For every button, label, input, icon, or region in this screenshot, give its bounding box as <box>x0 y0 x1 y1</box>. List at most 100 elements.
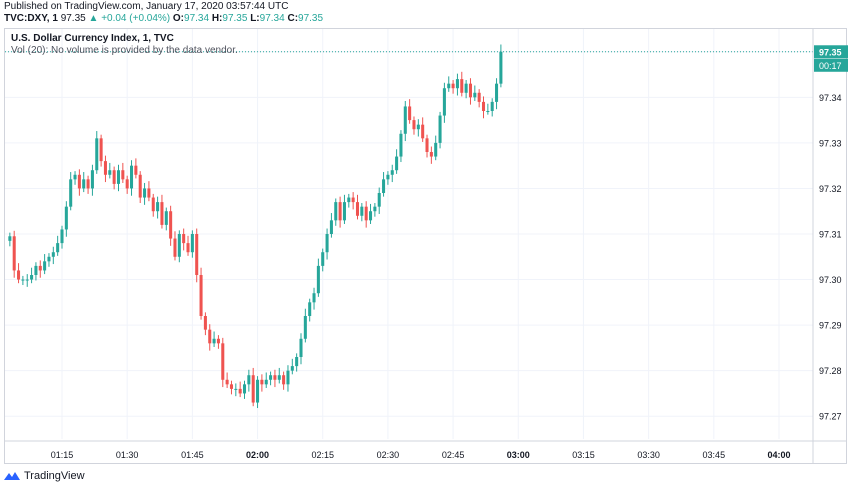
low-value: 97.34 <box>259 13 285 24</box>
candle-body <box>338 202 342 221</box>
candle-body <box>95 138 99 171</box>
candle-body <box>342 202 346 221</box>
candle-body <box>481 101 486 111</box>
candle-body <box>147 188 151 198</box>
candle-body <box>286 370 290 385</box>
candle-body <box>186 243 190 253</box>
candle-body <box>56 243 60 253</box>
x-tick-label: 01:30 <box>116 450 139 460</box>
candle-body <box>103 161 107 175</box>
price-label-box <box>814 45 848 59</box>
change-up-arrow-icon: ▲ <box>88 13 99 24</box>
candle-body <box>264 379 268 385</box>
candle-body <box>12 236 16 271</box>
x-tick-label: 03:45 <box>703 450 726 460</box>
candle-body <box>495 83 499 102</box>
candle-body <box>438 115 442 143</box>
symbol-label: TVC:DXY, 1 <box>4 13 58 24</box>
candle-body <box>303 316 307 339</box>
candle-body <box>429 152 433 157</box>
candle-body <box>82 179 86 189</box>
candle-body <box>108 170 112 175</box>
candle-body <box>321 252 325 266</box>
candle-body <box>247 375 251 385</box>
candle-body <box>490 101 494 111</box>
candle-body <box>164 211 168 225</box>
candle-body <box>403 106 407 134</box>
y-tick-label: 97.30 <box>819 275 842 285</box>
candle-body <box>273 375 277 380</box>
candle-body <box>77 174 81 189</box>
candle-body <box>373 206 377 212</box>
candle-body <box>21 279 25 281</box>
x-tick-label: 02:15 <box>311 450 334 460</box>
published-caption: Published on TradingView.com, January 17… <box>4 1 289 12</box>
candle-body <box>208 329 212 344</box>
high-value: 97.35 <box>222 13 248 24</box>
candle-body <box>486 111 490 112</box>
candle-body <box>442 88 446 116</box>
candle-body <box>130 165 134 189</box>
candle-body <box>234 388 238 390</box>
candle-body <box>199 275 203 316</box>
candle-body <box>229 384 233 389</box>
ticker-info-line: TVC:DXY, 1 97.35 ▲ +0.04 (+0.04%) O:97.3… <box>4 13 323 24</box>
y-tick-label: 97.27 <box>819 412 842 422</box>
candle-body <box>90 170 94 189</box>
candle-body <box>238 388 242 394</box>
candle-body <box>190 234 194 253</box>
candle-body <box>60 229 64 244</box>
candle-body <box>30 275 34 280</box>
candle-body <box>355 202 360 216</box>
candle-body <box>73 174 77 180</box>
candle-body <box>138 174 142 198</box>
y-tick-label: 97.34 <box>819 93 842 103</box>
y-tick-label: 97.31 <box>819 230 842 240</box>
candle-body <box>421 124 425 139</box>
price-label: 97.35 <box>819 47 842 57</box>
candle-body <box>299 338 303 357</box>
price-change: +0.04 (+0.04%) <box>101 13 171 24</box>
candle-body <box>260 379 264 385</box>
open-value: 97.34 <box>184 13 210 24</box>
candle-body <box>360 206 364 216</box>
candle-body <box>308 302 312 316</box>
candle-body <box>43 261 47 271</box>
candle-body <box>473 92 477 98</box>
y-tick-label: 97.33 <box>819 138 842 148</box>
candle-body <box>121 170 125 180</box>
candle-body <box>369 211 373 221</box>
candle-body <box>69 179 73 207</box>
candle-body <box>8 236 12 241</box>
candle-body <box>451 83 455 89</box>
x-tick-label: 02:30 <box>377 450 400 460</box>
volume-legend: Vol (20): No volume is provided by the d… <box>11 45 238 56</box>
chart-legend-title: U.S. Dollar Currency Index, 1, TVC <box>11 33 174 44</box>
candle-body <box>277 375 281 380</box>
chart-frame <box>4 28 847 464</box>
candle-body <box>212 338 216 344</box>
candle-body <box>203 316 207 330</box>
candle-body <box>460 79 464 93</box>
candle-body <box>386 174 390 180</box>
candle-body <box>112 170 116 184</box>
candle-body <box>86 179 90 189</box>
candle-body <box>499 51 503 84</box>
x-tick-label: 01:15 <box>51 450 74 460</box>
candle-body <box>468 83 472 98</box>
candle-body <box>390 170 394 175</box>
candle-body <box>160 202 164 225</box>
last-price: 97.35 <box>60 13 86 24</box>
candle-body <box>329 220 333 234</box>
y-tick-label: 97.29 <box>819 321 842 331</box>
candle-body <box>116 170 121 184</box>
candle-body <box>408 106 412 121</box>
candle-body <box>225 379 229 385</box>
candle-body <box>434 142 438 157</box>
close-label: C: <box>287 13 299 24</box>
candle-body <box>34 265 38 275</box>
candle-body <box>269 375 273 380</box>
candle-body <box>477 92 481 102</box>
candle-body <box>125 179 129 189</box>
